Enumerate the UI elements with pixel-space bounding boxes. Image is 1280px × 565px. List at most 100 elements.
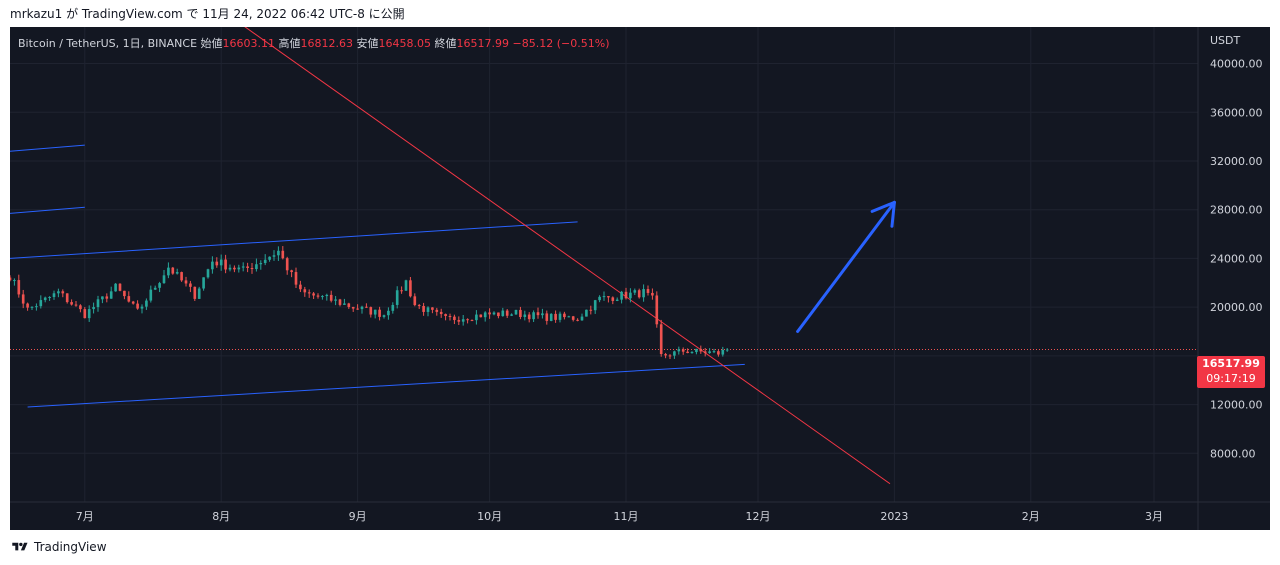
- candle-body: [422, 305, 425, 312]
- footer-brand: TradingView: [34, 540, 107, 554]
- candle-body: [127, 296, 131, 302]
- candle-body: [409, 280, 412, 297]
- candle-body: [48, 297, 51, 299]
- arrow-head: [890, 200, 896, 228]
- candle-body: [395, 290, 399, 305]
- candle-body: [501, 310, 505, 317]
- x-tick-label: 12月: [746, 510, 771, 523]
- candle-body: [202, 277, 205, 289]
- candle-body: [215, 261, 219, 266]
- candle-body: [571, 316, 575, 320]
- candle-body: [96, 299, 100, 308]
- candle-body: [180, 272, 183, 281]
- candle-body: [26, 303, 29, 308]
- candle-body: [167, 267, 170, 276]
- candle-body: [439, 311, 443, 315]
- candle-body: [699, 348, 703, 352]
- y-tick-label: 24000.00: [1210, 252, 1263, 265]
- candle-body: [131, 301, 135, 304]
- candle-body: [281, 250, 285, 259]
- candle-body: [519, 309, 522, 317]
- candle-body: [523, 314, 527, 317]
- candle-body: [580, 316, 584, 321]
- candle-body: [184, 280, 188, 284]
- candle-body: [505, 310, 509, 316]
- candle-body: [118, 283, 122, 291]
- candle-body: [175, 272, 179, 274]
- candle-body: [483, 312, 487, 318]
- candle-body: [593, 300, 597, 311]
- candle-body: [554, 313, 557, 320]
- candle-body: [140, 306, 144, 309]
- candle-body: [677, 349, 681, 352]
- red-trendline: [244, 27, 891, 485]
- candle-body: [360, 306, 364, 310]
- candle-body: [369, 307, 373, 315]
- candle-body: [404, 280, 408, 291]
- candle-body: [655, 295, 659, 325]
- candle-body: [585, 309, 588, 317]
- candle-body: [277, 250, 280, 256]
- candle-body: [629, 292, 632, 299]
- candle-body: [294, 272, 298, 285]
- price-chart[interactable]: 8000.00 12000.00 20000.00 24000.00 28000.00 3…: [10, 27, 1270, 530]
- candle-body: [351, 306, 355, 309]
- candle-body: [717, 351, 720, 355]
- candle-body: [255, 264, 258, 270]
- candle-body: [497, 312, 500, 317]
- candle-body: [470, 320, 474, 322]
- candle-body: [136, 303, 139, 309]
- publish-line: mrkazu1 が TradingView.com で 11月 24, 2022…: [10, 7, 405, 21]
- candle-body: [686, 351, 689, 354]
- y-tick-label: 28000.00: [1210, 204, 1263, 217]
- chart-frame[interactable]: 8000.00 12000.00 20000.00 24000.00 28000.00 3…: [10, 27, 1270, 530]
- candle-body: [426, 307, 430, 312]
- candle-body: [668, 355, 672, 357]
- candle-body: [510, 314, 513, 316]
- candle-body: [417, 305, 421, 307]
- candle-body: [708, 351, 711, 354]
- candle-body: [527, 314, 531, 320]
- candle-body: [189, 283, 192, 287]
- candle-body: [479, 314, 483, 318]
- candle-body: [101, 296, 104, 300]
- x-tick-label: 9月: [349, 510, 367, 523]
- candle-body: [448, 316, 452, 318]
- candle-body: [541, 313, 544, 316]
- candle-body: [712, 351, 716, 353]
- candle-body: [703, 351, 707, 354]
- candle-body: [43, 297, 47, 301]
- candle-body: [549, 313, 553, 321]
- candle-body: [263, 259, 267, 264]
- y-tick-label: 12000.00: [1210, 399, 1263, 412]
- candle-body: [233, 267, 236, 270]
- candle-body: [365, 306, 368, 308]
- candle-body: [329, 294, 333, 301]
- candle-body: [413, 296, 417, 306]
- arrow-shaft: [796, 200, 896, 333]
- candle-body: [637, 290, 641, 298]
- candle-body: [536, 312, 540, 316]
- candle-body: [611, 297, 615, 301]
- candle-body: [206, 269, 210, 278]
- candle-body: [725, 349, 729, 351]
- candle-body: [475, 314, 478, 321]
- candle-body: [312, 293, 315, 296]
- candle-body: [695, 348, 698, 353]
- candle-body: [246, 266, 249, 269]
- candle-body: [21, 294, 25, 304]
- candle-body: [105, 296, 109, 299]
- candle-body: [492, 312, 496, 315]
- candle-body: [651, 292, 654, 296]
- candle-body: [52, 293, 56, 298]
- candle-body: [193, 286, 197, 299]
- candle-body: [10, 277, 12, 281]
- y-tick-label: 20000.00: [1210, 301, 1263, 314]
- candle-body: [219, 259, 223, 266]
- candle-body: [514, 309, 518, 315]
- candle-body: [123, 290, 126, 297]
- candle-body: [673, 351, 676, 356]
- currency-label: USDT: [1210, 34, 1241, 47]
- x-tick-label: 2月: [1022, 510, 1040, 523]
- channel-upper-line: [10, 221, 578, 259]
